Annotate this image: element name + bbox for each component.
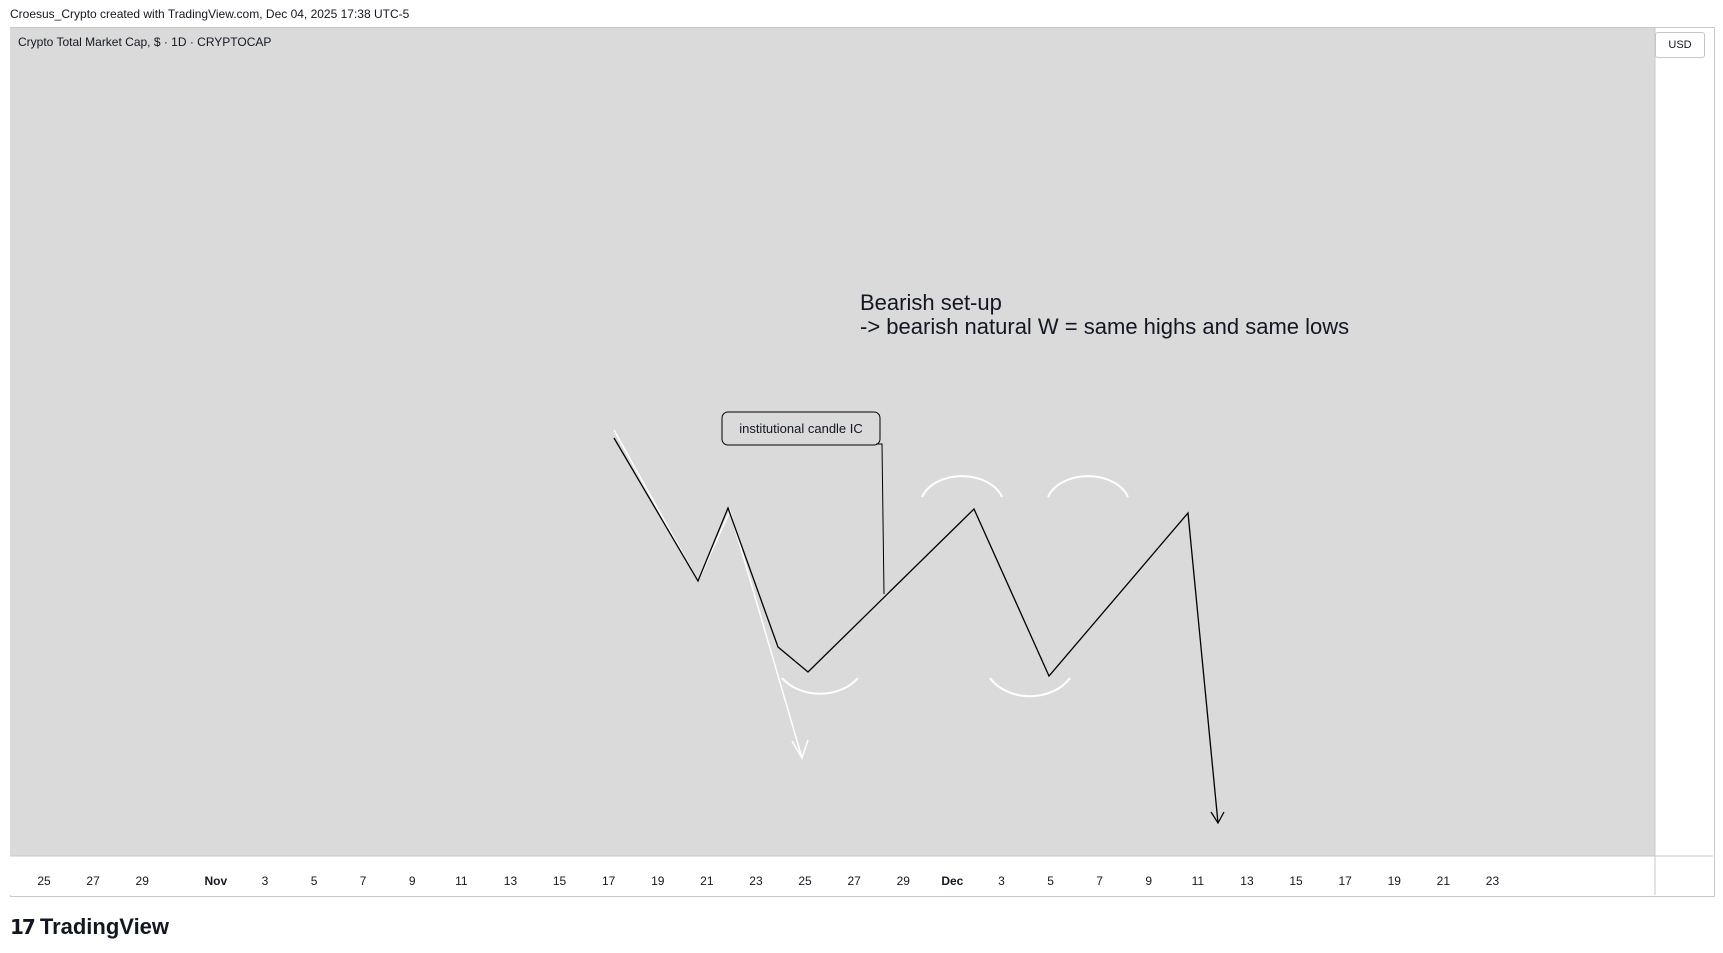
x-tick-label: 25 (37, 874, 51, 888)
x-tick-label: 23 (749, 874, 763, 888)
white-impulse-line (613, 429, 803, 759)
x-tick-label: 15 (1289, 874, 1303, 888)
x-tick-label: 23 (1486, 874, 1500, 888)
x-tick-label: 17 (602, 874, 616, 888)
tradingview-logo-icon: 17 (10, 915, 36, 939)
symbol-title: Crypto Total Market Cap, $ · 1D · CRYPTO… (18, 35, 272, 49)
white-arrowhead (791, 739, 809, 760)
logo-text: TradingView (39, 914, 170, 939)
ic-callout-text: institutional candle IC (739, 421, 863, 436)
x-tick-label: 5 (1047, 874, 1054, 888)
x-tick-label: 5 (311, 874, 318, 888)
x-tick-label: 13 (1240, 874, 1254, 888)
x-tick-label: 11 (1192, 874, 1205, 888)
black-arrowhead (1210, 811, 1225, 825)
tradingview-logo: 17 TradingView (10, 914, 169, 940)
x-tick-label: 17 (1338, 874, 1352, 888)
currency-button[interactable]: USD (1655, 32, 1705, 58)
chart-attribution: Croesus_Crypto created with TradingView.… (10, 7, 410, 21)
x-tick-label: 11 (455, 874, 468, 888)
high-arc-right (1047, 475, 1129, 498)
w-pattern-line (613, 437, 1219, 824)
setup-subtitle: -> bearish natural W = same highs and sa… (860, 314, 1349, 339)
low-arc-left (781, 677, 859, 695)
ic-callout-box (721, 411, 881, 446)
x-tick-label: 25 (798, 874, 812, 888)
x-tick-label: 19 (651, 874, 665, 888)
low-arc-right (989, 677, 1071, 698)
x-tick-label: 19 (1388, 874, 1402, 888)
x-tick-label: 21 (700, 874, 714, 888)
x-tick-label: Dec (941, 874, 963, 888)
x-tick-label: 21 (1437, 874, 1451, 888)
x-tick-label: 7 (1096, 874, 1103, 888)
price-scale-background (1655, 28, 1713, 895)
x-tick-label: 9 (409, 874, 416, 888)
x-tick-label: 27 (847, 874, 861, 888)
x-tick-label: Nov (205, 874, 228, 888)
x-tick-label: 3 (262, 874, 269, 888)
x-tick-label: 27 (86, 874, 100, 888)
high-arc-left (921, 475, 1003, 498)
drawings: institutional candle IC Bearish set-up-> … (613, 290, 1349, 825)
x-tick-label: 29 (136, 874, 150, 888)
x-tick-label: 15 (553, 874, 567, 888)
x-tick-label: 7 (360, 874, 367, 888)
x-tick-label: 13 (504, 874, 518, 888)
x-tick-label: 9 (1145, 874, 1152, 888)
time-axis-background (10, 856, 1655, 895)
ic-callout-pointer (876, 443, 885, 595)
x-axis-ticks: 25 27 29 Nov 3 5 7 9 11 13 15 17 19 21 23 25 27 29 Dec 3 5 7 9… (37, 874, 1499, 888)
setup-title: Bearish set-up (860, 290, 1002, 315)
x-tick-label: 3 (998, 874, 1005, 888)
x-tick-label: 29 (897, 874, 911, 888)
